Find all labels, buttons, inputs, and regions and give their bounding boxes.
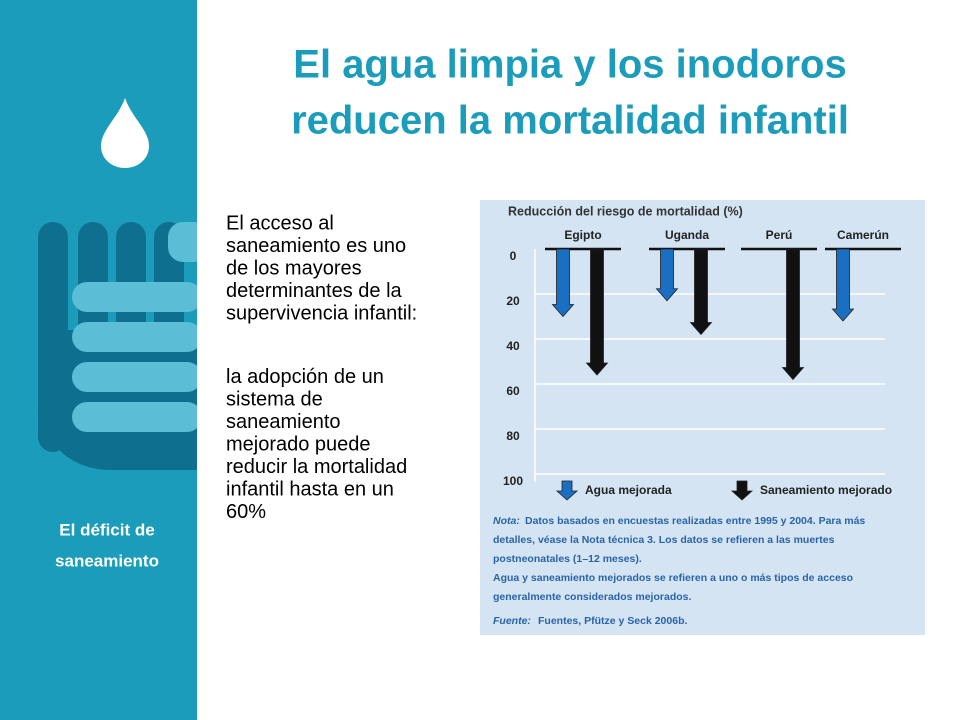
legend-label: Agua mejorada — [585, 483, 672, 497]
x-category-label: Perú — [766, 228, 793, 242]
chart-title: Reducción del riesgo de mortalidad (%) — [508, 204, 743, 218]
y-tick-label: 80 — [506, 429, 520, 443]
y-tick-label: 60 — [506, 384, 520, 398]
chart: Reducción del riesgo de mortalidad (%) 0… — [480, 200, 925, 635]
x-category-label: Camerún — [837, 228, 889, 242]
arrow — [655, 248, 679, 302]
x-category-label: Uganda — [665, 228, 709, 242]
body-text: mejorado puede — [226, 433, 371, 455]
source-text: Fuentes, Pfütze y Seck 2006b. — [538, 615, 687, 627]
y-tick-label: 100 — [503, 474, 523, 488]
note-text: postneonatales (1–12 meses). — [493, 553, 642, 565]
legend-swatch — [555, 480, 579, 501]
sidebar-label: El déficit de — [59, 520, 154, 539]
note-text: detalles, véase la Nota técnica 3. Los d… — [493, 534, 835, 546]
sidebar-label: saneamiento — [55, 551, 159, 570]
body-text: sistema de — [226, 388, 323, 410]
note-text: Agua y saneamiento mejorados se refieren… — [493, 572, 853, 584]
slide-title: reducen la mortalidad infantil — [291, 99, 849, 143]
note-text: generalmente considerados mejorados. — [493, 591, 691, 603]
content: El agua limpia y los inodoros reducen la … — [226, 43, 849, 523]
body-text: infantil hasta en un — [226, 478, 394, 500]
drop-icon — [101, 98, 149, 168]
arrow — [689, 248, 713, 336]
arrow — [831, 248, 855, 322]
y-tick-label: 40 — [506, 339, 520, 353]
source-label: Fuente: — [493, 615, 531, 627]
body-text: El acceso al — [226, 212, 334, 234]
y-tick-label: 20 — [506, 294, 520, 308]
arrow — [551, 248, 575, 318]
body-text: saneamiento es uno — [226, 235, 406, 257]
body-text: reducir la mortalidad — [226, 456, 407, 478]
body-text: de los mayores — [226, 257, 362, 279]
hand-bars — [72, 222, 197, 432]
body-text: la adopción de un — [226, 366, 384, 388]
y-tick-label: 0 — [510, 249, 517, 263]
note-text: Datos basados en encuestas realizadas en… — [525, 515, 865, 527]
sidebar: El déficit de saneamiento — [0, 0, 197, 720]
x-category-label: Egipto — [564, 228, 601, 242]
legend-label: Saneamiento mejorado — [760, 483, 892, 497]
body-text: saneamiento — [226, 411, 341, 433]
body-text: 60% — [226, 501, 266, 523]
slide-title: El agua limpia y los inodoros — [293, 43, 846, 87]
legend-swatch — [730, 480, 754, 501]
body-text: supervivencia infantil: — [226, 302, 417, 324]
note-label: Nota: — [493, 515, 520, 527]
body-text: determinantes de la — [226, 280, 403, 302]
arrow — [781, 248, 805, 381]
arrow — [585, 248, 609, 376]
